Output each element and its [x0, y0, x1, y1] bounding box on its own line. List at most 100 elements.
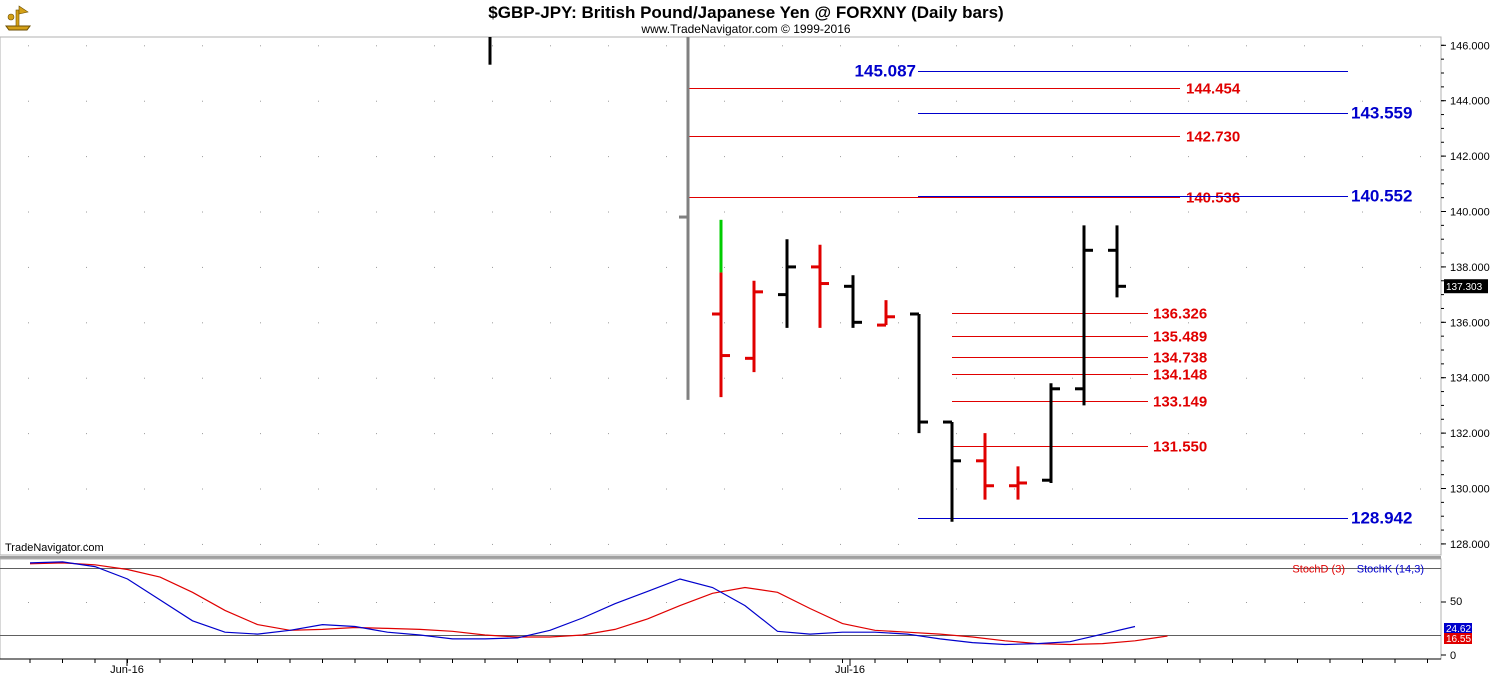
grid-dot [608, 100, 609, 102]
price-bars [488, 37, 1126, 522]
level-label-140.552: 140.552 [1351, 187, 1412, 206]
level-label-143.559: 143.559 [1351, 104, 1412, 123]
grid-dot [1014, 211, 1015, 213]
chart-title: $GBP-JPY: British Pound/Japanese Yen @ F… [488, 3, 1003, 22]
grid-dot [28, 266, 29, 268]
grid-dot [898, 156, 899, 158]
grid-dot [1014, 156, 1015, 158]
grid-dot [608, 488, 609, 490]
grid-dot [666, 377, 667, 379]
level-label-128.942: 128.942 [1351, 509, 1412, 528]
ohlc-bar [844, 275, 862, 328]
grid-dot [202, 543, 203, 545]
grid-dot [1072, 602, 1073, 603]
grid-dot [550, 266, 551, 268]
grid-dot [376, 211, 377, 213]
grid-dot [956, 543, 957, 545]
grid-dot [260, 322, 261, 324]
grid-dot [492, 377, 493, 379]
grid-dot [492, 45, 493, 47]
grid-dot [202, 377, 203, 379]
grid-dot [782, 266, 783, 268]
grid-dot [1246, 211, 1247, 213]
grid-dot [28, 100, 29, 102]
grid-dot [144, 211, 145, 213]
grid-dot [724, 543, 725, 545]
grid-dot [260, 156, 261, 158]
grid-dot [1188, 488, 1189, 490]
grid-dot [898, 322, 899, 324]
watermark: TradeNavigator.com [5, 542, 104, 554]
grid-dot [1188, 322, 1189, 324]
grid-dot [376, 45, 377, 47]
grid-dot [550, 543, 551, 545]
ohlc-bar [745, 280, 763, 373]
grid-dot [28, 377, 29, 379]
grid-dot [376, 156, 377, 158]
grid-dot [1072, 377, 1073, 379]
price-axis: 146.000 144.000 142.000 140.000 138.000 136.0… [1441, 40, 1490, 551]
grid-dot [608, 211, 609, 213]
grid-dot [550, 211, 551, 213]
grid-dot [1130, 322, 1131, 324]
grid-dot [840, 100, 841, 102]
grid-dot [1188, 377, 1189, 379]
grid-dot [956, 322, 957, 324]
grid-dot [1014, 45, 1015, 47]
grid-dot [492, 433, 493, 435]
ohlc-bar [712, 219, 730, 398]
grid-dot [1304, 45, 1305, 47]
grid-dot [724, 266, 725, 268]
grid-dot [86, 602, 87, 603]
grid-dot [434, 211, 435, 213]
grid-dot [782, 100, 783, 102]
grid-dot [782, 433, 783, 435]
grid-dot [1420, 377, 1421, 379]
level-label-134.738: 134.738 [1153, 350, 1207, 367]
grid-dot [318, 322, 319, 324]
grid-dot [1072, 266, 1073, 268]
ohlc-bar [778, 239, 796, 328]
grid-dot [86, 322, 87, 324]
grid-dot [1188, 45, 1189, 47]
grid-dot [1072, 322, 1073, 324]
grid-dot [434, 45, 435, 47]
grid-dot [550, 100, 551, 102]
grid-dot [1362, 433, 1363, 435]
grid-dot [144, 433, 145, 435]
price-levels: 145.087 144.454 143.559 142.730 140.536 140.5… [688, 62, 1412, 528]
grid-dot [956, 377, 957, 379]
y-tick-label: 132.000 [1450, 428, 1490, 440]
stochK-label: StochK (14,3) [1357, 564, 1424, 576]
grid-dot [724, 377, 725, 379]
ohlc-bar [1075, 225, 1093, 406]
grid-dot [550, 488, 551, 490]
grid-dot [956, 602, 957, 603]
grid-dot [1304, 433, 1305, 435]
chart-subtitle: www.TradeNavigator.com © 1999-2016 [640, 22, 850, 36]
grid-dot [86, 100, 87, 102]
ohlc-bar [811, 244, 829, 328]
grid-dot [434, 377, 435, 379]
grid-dot [144, 377, 145, 379]
price-grid [28, 45, 1421, 545]
grid-dot [434, 543, 435, 545]
stochD-label: StochD (3) [1292, 564, 1345, 576]
ohlc-bar [1108, 225, 1126, 298]
ohlc-bar [976, 433, 994, 500]
grid-dot [202, 45, 203, 47]
grid-dot [144, 266, 145, 268]
grid-dot [782, 322, 783, 324]
last-price-badge [1444, 279, 1488, 294]
y-tick-label: 144.000 [1450, 96, 1490, 108]
grid-dot [608, 266, 609, 268]
grid-dot [1014, 602, 1015, 603]
grid-dot [666, 488, 667, 490]
grid-dot [144, 488, 145, 490]
grid-dot [202, 322, 203, 324]
grid-dot [318, 266, 319, 268]
ohlc-bar [877, 300, 895, 327]
indicator-grid [0, 568, 1446, 656]
ohlc-bar [910, 312, 928, 434]
grid-dot [724, 488, 725, 490]
